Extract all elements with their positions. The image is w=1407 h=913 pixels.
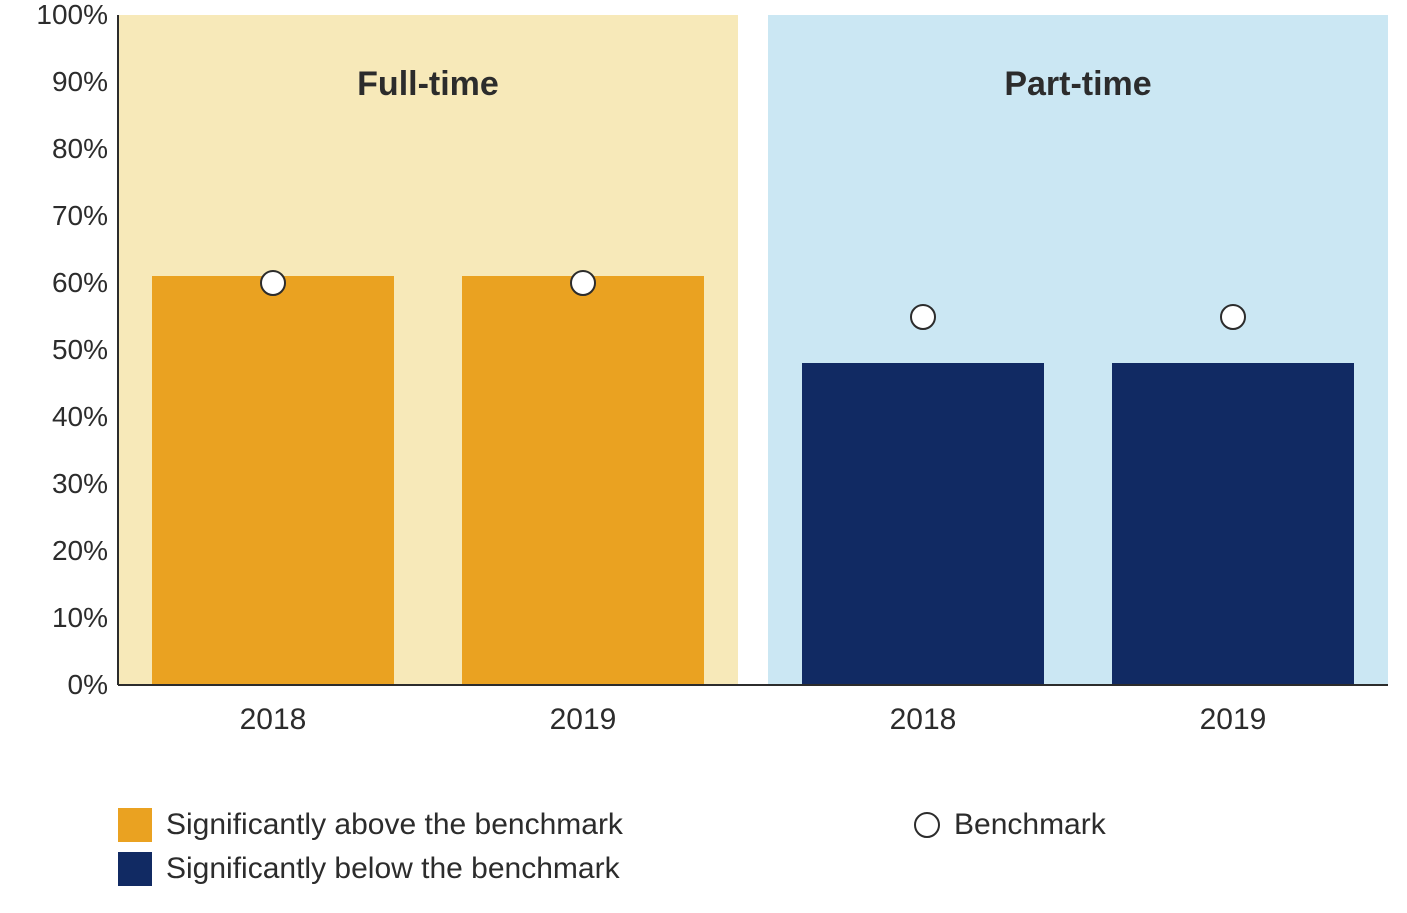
legend-label: Significantly below the benchmark (166, 852, 620, 886)
x-axis-line (118, 684, 1388, 686)
legend-swatch (118, 808, 152, 842)
x-tick-label: 2019 (1200, 703, 1267, 737)
y-axis-line (117, 15, 119, 685)
y-tick-label: 30% (52, 468, 108, 500)
bar-part_time-2019 (1112, 363, 1354, 685)
y-tick-label: 50% (52, 334, 108, 366)
bar-full_time-2018 (152, 276, 394, 685)
legend-label: Significantly above the benchmark (166, 808, 623, 842)
x-tick-label: 2018 (240, 703, 307, 737)
legend-item: Significantly above the benchmark (118, 808, 623, 842)
panel-title-full_time: Full-time (118, 65, 738, 104)
legend-label: Benchmark (954, 808, 1106, 842)
legend-item: Significantly below the benchmark (118, 852, 620, 886)
y-tick-label: 40% (52, 401, 108, 433)
benchmark-marker-full_time-2019 (570, 270, 596, 296)
benchmark-bar-chart: Full-time Part-time 2018 2019 2018 2019 0% 10%… (0, 0, 1407, 913)
x-tick-label: 2019 (550, 703, 617, 737)
bar-part_time-2018 (802, 363, 1044, 685)
legend-item: Benchmark (910, 808, 1106, 842)
x-tick-label: 2018 (890, 703, 957, 737)
y-tick-label: 0% (68, 669, 108, 701)
y-tick-label: 100% (36, 0, 108, 31)
panel-title-part_time: Part-time (768, 65, 1388, 104)
bar-full_time-2019 (462, 276, 704, 685)
y-tick-label: 80% (52, 133, 108, 165)
y-tick-label: 60% (52, 267, 108, 299)
y-tick-label: 20% (52, 535, 108, 567)
y-tick-label: 70% (52, 200, 108, 232)
benchmark-marker-part_time-2018 (910, 304, 936, 330)
y-tick-label: 10% (52, 602, 108, 634)
plot-area: Full-time Part-time (118, 15, 1388, 685)
benchmark-marker-full_time-2018 (260, 270, 286, 296)
legend-benchmark-icon (914, 812, 940, 838)
y-tick-label: 90% (52, 66, 108, 98)
benchmark-marker-part_time-2019 (1220, 304, 1246, 330)
legend-swatch (118, 852, 152, 886)
